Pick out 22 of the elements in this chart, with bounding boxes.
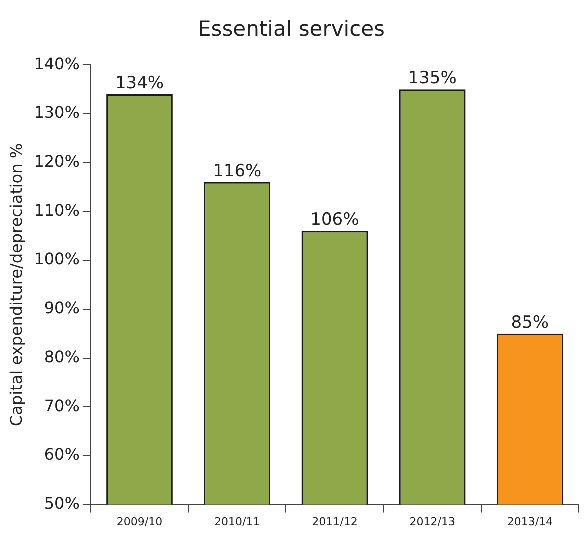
x-tick-label: 2012/13 <box>410 515 456 528</box>
y-tick-label: 70% <box>44 396 80 416</box>
y-tick-label: 140% <box>34 54 80 74</box>
y-tick-label: 100% <box>34 250 80 269</box>
x-tick-label: 2009/10 <box>116 515 163 528</box>
y-tick-label: 50% <box>44 494 80 513</box>
y-axis-title: Capital expenditure/depreciation % <box>6 143 26 427</box>
chart-title: Essential services <box>198 17 385 42</box>
data-label: 85% <box>511 312 550 333</box>
x-tick-label: 2013/14 <box>507 515 554 528</box>
data-label: 135% <box>408 68 457 89</box>
y-tick-label: 130% <box>34 103 80 122</box>
y-tick-label: 60% <box>44 445 80 464</box>
data-label: 116% <box>213 161 262 182</box>
y-tick-label: 90% <box>44 298 80 318</box>
x-tick-label: 2010/11 <box>214 515 260 528</box>
x-tick-label: 2011/12 <box>312 515 358 528</box>
data-label: 106% <box>310 210 360 230</box>
y-tick-label: 80% <box>44 347 80 366</box>
y-tick-label: 110% <box>34 200 80 220</box>
y-tick-label: 120% <box>34 152 80 172</box>
data-label: 134% <box>115 73 164 94</box>
